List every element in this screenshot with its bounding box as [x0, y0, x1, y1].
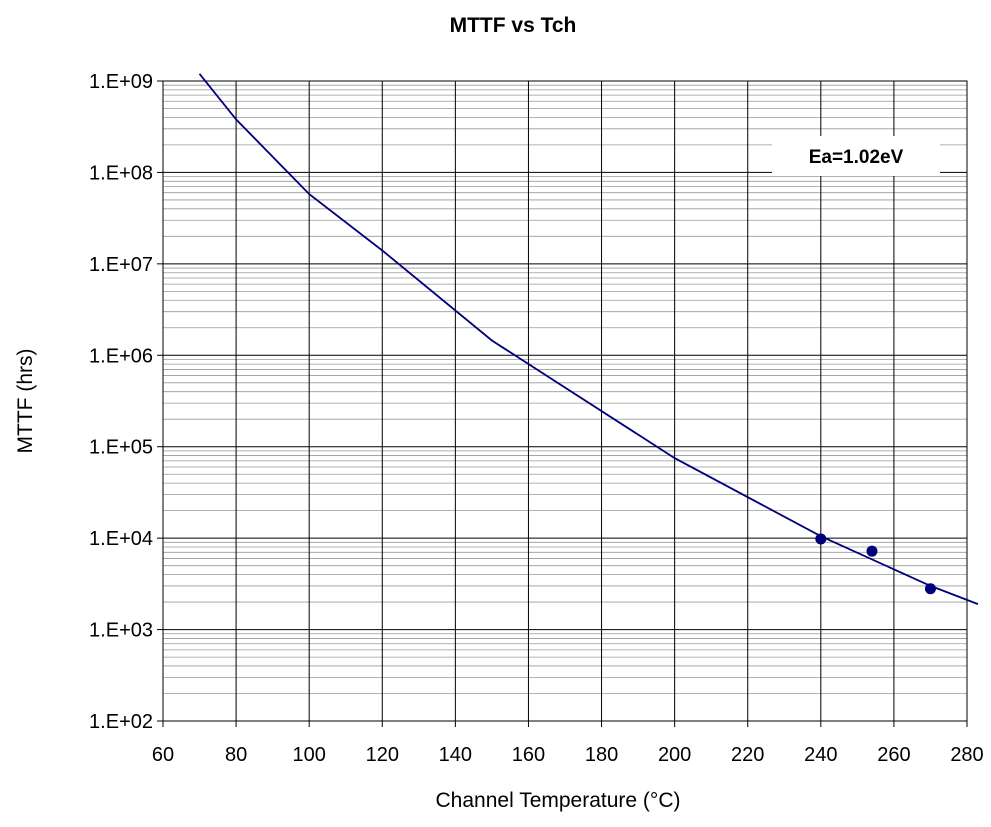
chart-title: MTTF vs Tch [450, 14, 577, 37]
data-point [866, 545, 878, 557]
y-tick-label: 1.E+04 [89, 528, 153, 550]
x-tick-label: 100 [292, 744, 325, 766]
x-tick-label: 180 [585, 744, 618, 766]
x-tick-label: 120 [366, 744, 399, 766]
x-tick-label: 280 [950, 744, 983, 766]
y-tick-label: 1.E+03 [89, 620, 153, 642]
y-tick-label: 1.E+05 [89, 437, 153, 459]
y-tick-label: 1.E+08 [89, 162, 153, 184]
minor-gridlines [163, 84, 967, 694]
x-tick-label: 140 [439, 744, 472, 766]
y-axis-ticks: 1.E+02 1.E+03 1.E+04 1.E+05 1.E+06 1.E+07 1.E+… [89, 71, 163, 733]
mttf-curve [198, 73, 979, 605]
series-layer [198, 73, 979, 605]
y-axis-label: MTTF (hrs) [14, 349, 37, 454]
x-tick-label: 60 [152, 744, 174, 766]
y-tick-label: 1.E+02 [89, 711, 153, 733]
x-tick-label: 220 [731, 744, 764, 766]
data-point [924, 583, 936, 595]
x-tick-label: 80 [225, 744, 247, 766]
plot-frame [162, 80, 968, 722]
y-tick-label: 1.E+07 [89, 254, 153, 276]
annotation-box [772, 136, 940, 176]
x-tick-label: 200 [658, 744, 691, 766]
ea-annotation: Ea=1.02eV [809, 147, 904, 168]
x-axis-ticks: 60 80 100 120 140 160 180 200 220 240 260 280 [152, 721, 984, 766]
y-tick-label: 1.E+06 [89, 345, 153, 367]
x-axis-label: Channel Temperature (°C) [436, 789, 681, 812]
y-tick-label: 1.E+09 [89, 71, 153, 93]
x-tick-label: 240 [804, 744, 837, 766]
data-point [815, 533, 827, 545]
x-tick-label: 260 [877, 744, 910, 766]
x-tick-label: 160 [512, 744, 545, 766]
